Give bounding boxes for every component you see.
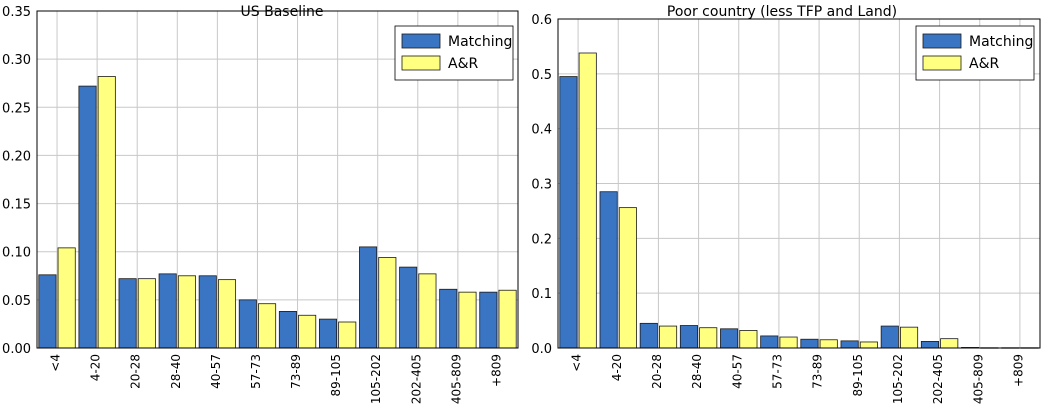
matching-bar	[278, 311, 297, 349]
y-tick-label: 0.6	[531, 13, 552, 28]
x-tick-label: 40-57	[209, 354, 223, 389]
legend-swatch	[922, 55, 962, 71]
matching-bar	[639, 322, 658, 349]
matching-bar	[800, 338, 819, 349]
legend-swatch	[401, 33, 441, 49]
ar-bar	[97, 76, 116, 349]
matching-bar	[318, 318, 338, 349]
x-tick-label: 20-28	[129, 354, 143, 389]
x-tick-label: 105-202	[369, 354, 383, 404]
ar-bar	[699, 327, 718, 349]
matching-bar	[439, 288, 458, 349]
ar-bar	[57, 247, 76, 349]
ar-bar	[739, 330, 758, 349]
matching-bar	[38, 274, 57, 349]
matching-bar	[359, 246, 378, 349]
us-baseline-chart: 0.00 0.05 0.10 0.15 0.20 0.25 0.30 0.35 <4 4-20 20…	[2, 4, 519, 404]
ar-bar	[378, 257, 397, 349]
x-tick-label: 405-809	[971, 354, 985, 404]
matching-bar	[238, 299, 257, 349]
matching-bar	[158, 273, 177, 349]
ar-bar	[217, 279, 237, 349]
matching-bar	[840, 340, 859, 349]
chart-title: Poor country (less TFP and Land)	[667, 4, 897, 20]
legend-label: Matching	[969, 34, 1033, 50]
y-tick-label: 0.20	[2, 149, 31, 164]
y-tick-label: 0.4	[531, 123, 552, 138]
y-tick-label: 0.3	[531, 178, 552, 193]
x-tick-label: 57-73	[770, 354, 784, 389]
x-tick-label: 105-202	[891, 354, 905, 404]
y-tick-label: 0.0	[531, 342, 552, 357]
matching-bar	[760, 335, 779, 349]
legend-swatch	[922, 33, 962, 49]
x-tick-label: 405-809	[449, 354, 463, 404]
ar-bar	[618, 207, 637, 349]
y-tick-label: 0.05	[2, 294, 31, 309]
legend-label: A&R	[969, 56, 999, 72]
y-tick-label: 0.30	[2, 53, 31, 68]
x-tick-label: 4-20	[89, 354, 103, 381]
x-tick-label: +809	[489, 354, 503, 387]
ar-bar	[900, 326, 919, 349]
matching-bar	[118, 278, 137, 349]
x-tick-label: <4	[570, 354, 584, 372]
matching-bar	[599, 191, 618, 349]
y-tick-label: 0.2	[531, 232, 552, 247]
ar-bar	[498, 289, 517, 349]
x-tick-label: 73-89	[289, 354, 303, 389]
matching-bar	[559, 76, 578, 349]
x-tick-label: 89-105	[329, 354, 343, 397]
ar-bar	[458, 291, 477, 349]
y-tick-label: 0.25	[2, 101, 31, 116]
matching-bar	[399, 266, 418, 349]
ar-bar	[859, 341, 878, 349]
x-tick-label: 202-405	[931, 354, 945, 404]
matching-bar	[880, 325, 899, 349]
legend-label: A&R	[448, 56, 478, 72]
ar-bar	[418, 273, 437, 349]
y-tick-label: 0.1	[531, 287, 552, 302]
ar-bar	[940, 338, 959, 349]
plot-frame	[557, 18, 1041, 349]
matching-bar	[920, 341, 939, 349]
plot-frame	[36, 10, 519, 349]
x-tick-label: 28-40	[690, 354, 704, 389]
matching-bar	[479, 291, 498, 349]
x-tick-label: 20-28	[650, 354, 664, 389]
x-tick-label: 40-57	[730, 354, 744, 389]
ar-bar	[578, 52, 597, 349]
x-tick-label: 202-405	[409, 354, 423, 404]
matching-bar	[679, 325, 698, 349]
legend-swatch	[401, 55, 441, 71]
ar-bar	[137, 278, 156, 349]
legend-label: Matching	[448, 34, 512, 50]
x-tick-label: 57-73	[249, 354, 263, 389]
ar-bar	[779, 336, 798, 349]
ar-bar	[258, 303, 277, 349]
x-tick-label: +809	[1011, 354, 1025, 387]
x-tick-label: 4-20	[610, 354, 624, 381]
ar-bar	[819, 339, 838, 349]
ar-bar	[659, 325, 678, 349]
x-tick-label: <4	[49, 354, 63, 372]
x-tick-label: 28-40	[169, 354, 183, 389]
matching-bar	[720, 328, 739, 349]
matching-bar	[198, 275, 217, 349]
ar-bar	[298, 314, 317, 349]
x-tick-label: 89-105	[851, 354, 865, 397]
poor-country-chart: 0.0 0.1 0.2 0.3 0.4 0.5 0.6 <4 4-20 20-28 28-40 40-…	[531, 4, 1041, 404]
matching-bar	[78, 85, 97, 349]
y-tick-label: 0.10	[2, 246, 31, 261]
y-tick-label: 0.5	[531, 68, 552, 83]
y-tick-label: 0.35	[2, 5, 31, 20]
ar-bar	[338, 321, 357, 349]
x-tick-label: 73-89	[811, 354, 825, 389]
ar-bar	[177, 275, 196, 349]
chart-title: US Baseline	[241, 4, 324, 20]
y-tick-label: 0.15	[2, 198, 31, 213]
y-tick-label: 0.00	[2, 342, 31, 357]
